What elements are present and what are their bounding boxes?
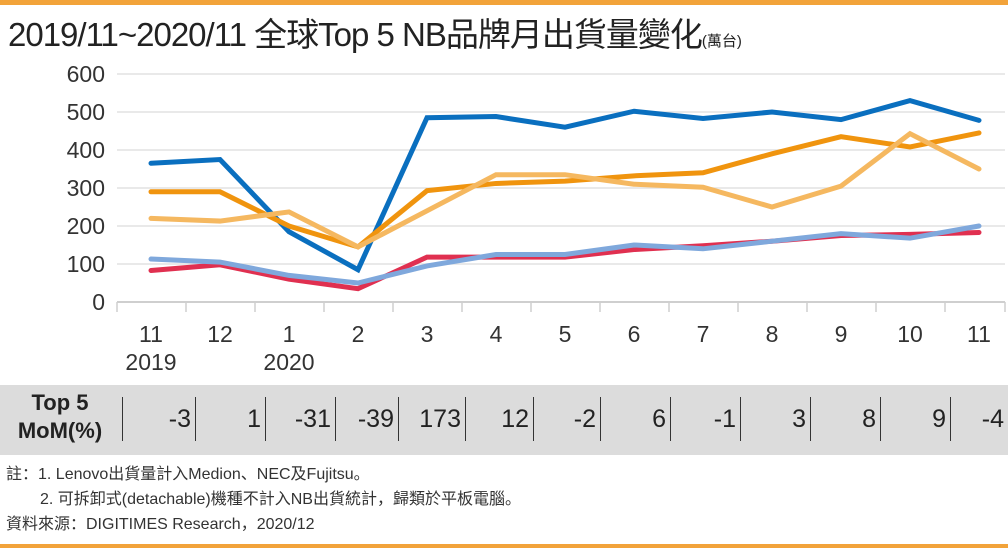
column-separator [195,397,196,441]
column-separator [670,397,671,441]
x-tick-label: 10 [897,321,923,347]
x-tick-label: 5 [559,321,572,347]
y-tick-label: 200 [67,213,105,239]
x-tick-label: 6 [628,321,641,347]
y-tick-label: 500 [67,99,105,125]
chart-title: 2019/11~2020/11 全球Top 5 NB品牌月出貨量變化(萬台) [8,8,742,56]
mom-value: 1 [247,405,261,433]
mom-value: -31 [294,405,331,433]
series-line-1 [148,98,982,274]
mom-value: 173 [419,405,461,433]
notes: 註：1. Lenovo出貨量計入Medion、NEC及Fujitsu。 2. 可… [6,462,521,537]
x-year-label: 2020 [263,349,314,375]
mom-label-line2: MoM(%) [17,418,103,443]
x-tick-label: 2 [352,321,365,347]
series-line-4 [148,229,982,292]
x-tick-label: 3 [421,321,434,347]
x-tick-label: 12 [207,321,233,347]
x-tick-label: 1 [283,321,296,347]
x-year-label: 2019 [125,349,176,375]
mom-value: 8 [862,405,876,433]
mom-value: 3 [792,405,806,433]
top-accent-bar [0,0,1008,5]
column-separator [335,397,336,441]
y-tick-label: 600 [67,61,105,87]
mom-value: -2 [573,405,596,433]
note-2: 2. 可拆卸式(detachable)機種不計入NB出貨統計，歸類於平板電腦。 [40,491,521,508]
column-separator [465,397,466,441]
mom-value: 12 [501,405,529,433]
y-tick-label: 0 [92,289,105,315]
y-tick-label: 400 [67,137,105,163]
column-separator [810,397,811,441]
mom-label-line1: Top 5 [31,390,89,415]
column-separator [265,397,266,441]
mom-value: -3 [168,405,191,433]
mom-value: -4 [981,405,1004,433]
column-separator [950,397,951,441]
source-note: 資料來源：DIGITIMES Research，2020/12 [6,516,315,533]
y-tick-label: 300 [67,175,105,201]
mom-value: 9 [932,405,946,433]
x-tick-label: 4 [490,321,503,347]
column-separator [600,397,601,441]
x-tick-label: 9 [835,321,848,347]
x-tick-label: 7 [697,321,710,347]
x-tick-label: 11 [139,321,163,347]
title-text: 2019/11~2020/11 全球Top 5 NB品牌月出貨量變化 [8,16,703,53]
unit-label: (萬台) [701,33,742,50]
column-separator [122,397,123,441]
note-1: 註：1. Lenovo出貨量計入Medion、NEC及Fujitsu。 [6,466,370,483]
x-tick-label: 8 [766,321,779,347]
mom-row-label: Top 5 MoM(%) [4,389,116,445]
column-separator [880,397,881,441]
column-separator [740,397,741,441]
mom-table: Top 5 MoM(%) -3 1 -31 -39 173 12 -2 6 -1 3 8 9 -4 [0,385,1008,455]
mom-value: -1 [713,405,736,433]
y-tick-label: 100 [67,251,105,277]
column-separator [533,397,534,441]
mom-value: 6 [652,405,666,433]
x-tick-label: 11 [967,321,991,347]
column-separator [398,397,399,441]
mom-value: -39 [357,405,394,433]
bottom-accent-bar [0,544,1008,548]
